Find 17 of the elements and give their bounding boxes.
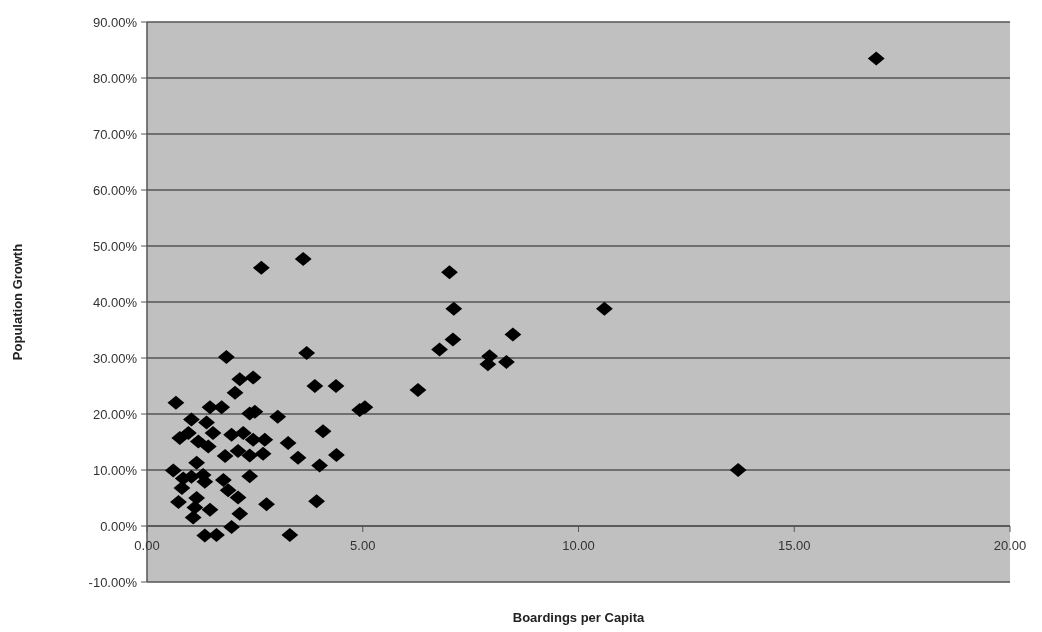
- y-tick-label: 90.00%: [92, 14, 138, 30]
- y-tick-label: 60.00%: [92, 182, 138, 198]
- y-tick-label: 0.00%: [100, 518, 138, 534]
- y-tick-label: 50.00%: [92, 238, 138, 254]
- y-tick-label: 80.00%: [92, 70, 138, 86]
- y-axis-title: Population Growth: [10, 243, 25, 361]
- x-tick-label: 20.00: [993, 538, 1027, 553]
- x-tick-label: 15.00: [777, 538, 811, 553]
- y-tick-label: 20.00%: [92, 406, 138, 422]
- x-tick-label: 5.00: [350, 538, 376, 553]
- y-tick-label: 40.00%: [92, 294, 138, 310]
- y-tick-label: 10.00%: [92, 462, 138, 478]
- y-tick-label: -10.00%: [88, 574, 138, 590]
- y-tick-label: 70.00%: [92, 126, 138, 142]
- y-tick-label: 30.00%: [92, 350, 138, 366]
- x-axis-title: Boardings per Capita: [512, 610, 645, 625]
- x-tick-label: 10.00: [562, 538, 595, 553]
